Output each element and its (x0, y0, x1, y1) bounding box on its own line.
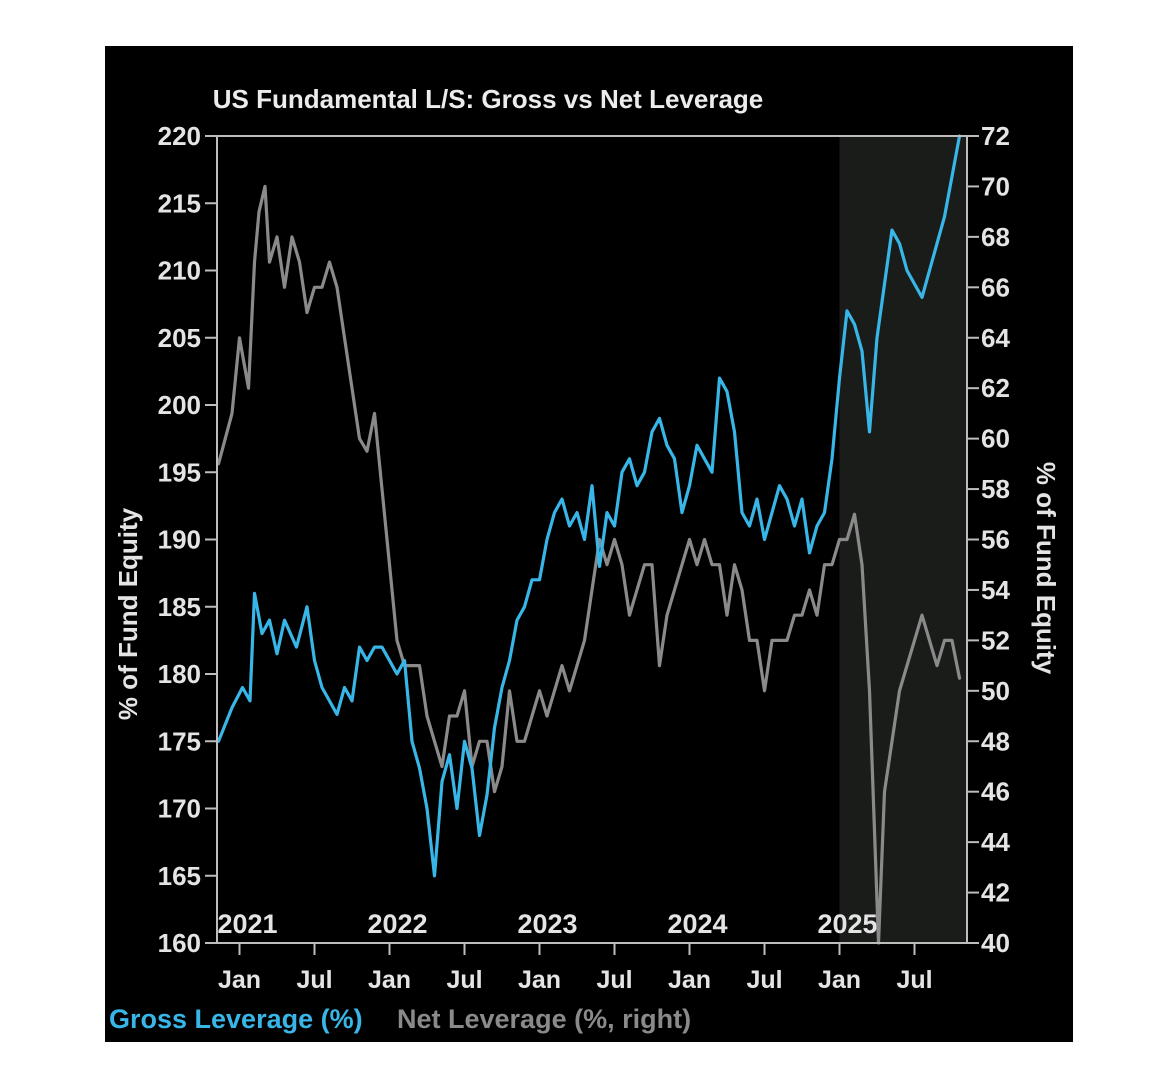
right-tick-label: 48 (981, 726, 1010, 756)
year-label: 2021 (217, 909, 277, 939)
left-tick-label: 210 (158, 256, 201, 286)
right-tick-label: 72 (981, 121, 1010, 151)
month-tick-label: Jan (218, 966, 261, 994)
month-tick-label: Jul (896, 966, 932, 994)
series-layer (216, 134, 962, 945)
month-tick-label: Jul (596, 966, 632, 994)
right-tick-label: 52 (981, 625, 1010, 655)
right-tick-label: 60 (981, 424, 1010, 454)
year-label: 2023 (517, 909, 577, 939)
left-tick-label: 185 (158, 592, 201, 622)
right-tick-label: 62 (981, 373, 1010, 403)
left-tick-label: 170 (158, 794, 201, 824)
legend-gross-leverage: Gross Leverage (%) (109, 1004, 363, 1034)
chart-panel: US Fundamental L/S: Gross vs Net Leverag… (105, 46, 1073, 1042)
month-tick-label: Jan (668, 966, 711, 994)
left-tick-label: 175 (158, 726, 201, 756)
left-tick-label: 200 (158, 390, 201, 420)
right-tick-label: 42 (981, 878, 1010, 908)
chart-canvas: US Fundamental L/S: Gross vs Net Leverag… (109, 84, 1061, 1034)
year-label: 2025 (817, 909, 877, 939)
right-tick-label: 66 (981, 272, 1010, 302)
right-tick-label: 58 (981, 474, 1010, 504)
left-axis-ticks: 160 165 170 175 180 185 190 195 200 205 210 215 220 (158, 121, 217, 958)
plot-frame (216, 135, 968, 944)
right-axis-ticks: 40 42 44 46 48 50 52 54 56 58 60 62 64 66 68 70 72 (967, 121, 1010, 958)
month-tick-label: Jan (818, 966, 861, 994)
net-leverage-line (216, 184, 962, 945)
month-tick-label: Jan (368, 966, 411, 994)
left-tick-label: 205 (158, 323, 201, 353)
right-axis-title: % of Fund Equity (1031, 462, 1061, 675)
left-tick-label: 180 (158, 659, 201, 689)
shaded-period-2025 (839, 136, 967, 943)
left-tick-label: 215 (158, 188, 201, 218)
left-tick-label: 195 (158, 457, 201, 487)
year-labels: 2021 2022 2023 2024 2025 (217, 909, 877, 939)
left-tick-label: 220 (158, 121, 201, 151)
bottom-axis-ticks: Jan Jul Jan Jul Jan Jul Jan Jul Jan Jul (218, 943, 933, 994)
right-tick-label: 54 (981, 575, 1010, 605)
year-label: 2024 (667, 909, 727, 939)
chart-title: US Fundamental L/S: Gross vs Net Leverag… (213, 84, 764, 114)
month-tick-label: Jul (746, 966, 782, 994)
right-tick-label: 40 (981, 928, 1010, 958)
month-tick-label: Jul (296, 966, 332, 994)
gross-leverage-line (216, 134, 962, 878)
right-tick-label: 56 (981, 525, 1010, 555)
right-tick-label: 46 (981, 777, 1010, 807)
right-tick-label: 68 (981, 222, 1010, 252)
right-tick-label: 50 (981, 676, 1010, 706)
legend-net-leverage: Net Leverage (%, right) (397, 1004, 691, 1034)
year-label: 2022 (367, 909, 427, 939)
right-tick-label: 70 (981, 171, 1010, 201)
right-tick-label: 44 (981, 827, 1010, 857)
left-tick-label: 190 (158, 525, 201, 555)
month-tick-label: Jul (446, 966, 482, 994)
month-tick-label: Jan (518, 966, 561, 994)
left-tick-label: 165 (158, 861, 201, 891)
right-tick-label: 64 (981, 323, 1010, 353)
left-axis-title: % of Fund Equity (113, 507, 143, 720)
left-tick-label: 160 (158, 928, 201, 958)
